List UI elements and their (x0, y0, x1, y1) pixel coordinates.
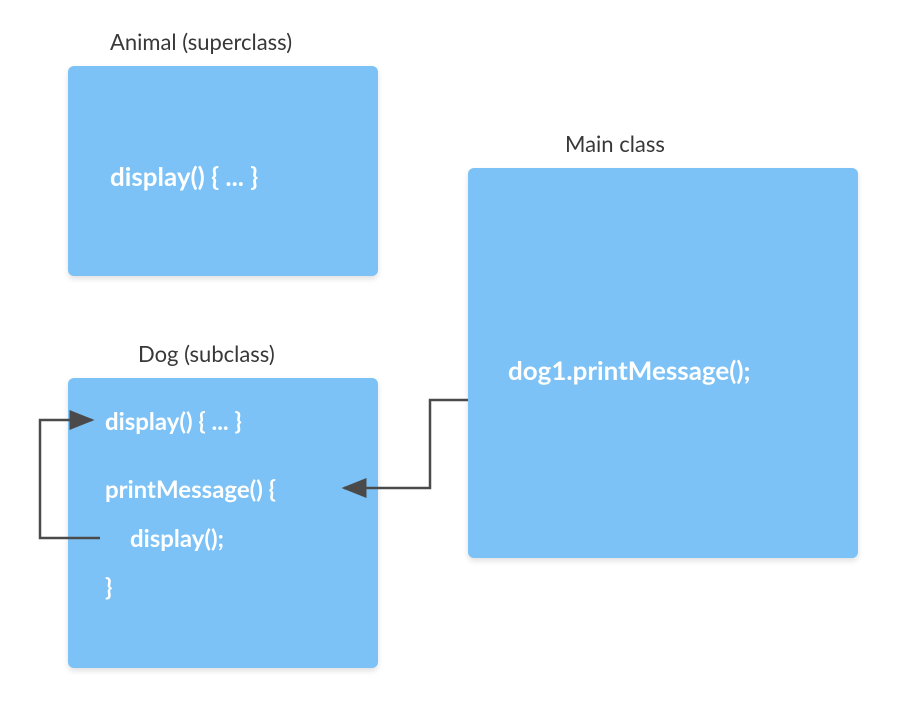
dog-label: Dog (subclass) (138, 340, 275, 367)
animal-code-0: display() { ... } (110, 160, 258, 192)
main-code-0: dog1.printMessage(); (508, 354, 751, 386)
dog-code-2: display(); (130, 524, 224, 553)
diagram-canvas: Animal (superclass) display() { ... } Do… (0, 0, 920, 720)
dog-code-0: display() { ... } (105, 407, 242, 436)
animal-label: Animal (superclass) (110, 28, 292, 55)
main-label: Main class (565, 130, 665, 157)
dog-code-1: printMessage() { (105, 475, 276, 504)
dog-code-3: } (105, 573, 112, 602)
